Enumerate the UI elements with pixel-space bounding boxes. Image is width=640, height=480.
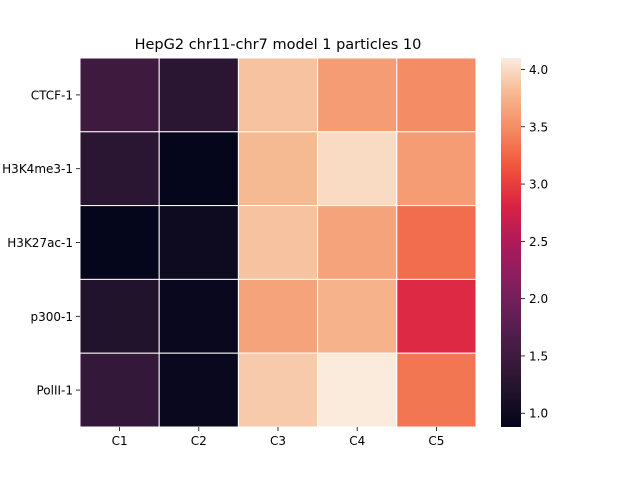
heatmap-cell bbox=[396, 57, 477, 133]
heatmap-cells bbox=[79, 57, 477, 428]
heatmap-cell bbox=[317, 57, 398, 133]
colorbar-tick-label: 4.0 bbox=[529, 63, 548, 77]
chart-title: HepG2 chr11-chr7 model 1 particles 10 bbox=[135, 37, 422, 53]
y-tick-label: PolII-1 bbox=[36, 384, 73, 398]
colorbar-tick-label: 1.0 bbox=[529, 407, 548, 421]
heatmap-cell bbox=[317, 278, 398, 354]
heatmap-cell bbox=[237, 278, 319, 354]
heatmap-cell bbox=[158, 131, 239, 207]
heatmap-cell bbox=[79, 131, 160, 207]
x-tick-label: C5 bbox=[428, 434, 444, 448]
heatmap-cell bbox=[158, 57, 239, 133]
heatmap-cell bbox=[317, 205, 398, 280]
x-tick-label: C3 bbox=[270, 434, 286, 448]
y-tick-label: H3K27ac-1 bbox=[7, 236, 73, 250]
y-tick-label: H3K4me3-1 bbox=[2, 162, 73, 176]
heatmap-cell bbox=[79, 278, 160, 354]
x-axis: C1 C2 C3 C4 C5 bbox=[112, 427, 444, 448]
heatmap-cell bbox=[237, 131, 319, 207]
x-tick-label: C4 bbox=[349, 434, 365, 448]
heatmap-cell bbox=[396, 352, 477, 428]
y-tick-label: p300-1 bbox=[31, 310, 74, 324]
heatmap-cell bbox=[79, 57, 160, 133]
heatmap-cell bbox=[396, 278, 477, 354]
heatmap-cell bbox=[317, 352, 398, 428]
x-tick-label: C1 bbox=[112, 434, 128, 448]
heatmap-cell bbox=[158, 278, 239, 354]
colorbar-gradient bbox=[501, 58, 521, 427]
heatmap-cell bbox=[237, 57, 319, 133]
y-tick-label: CTCF-1 bbox=[31, 88, 73, 102]
heatmap-cell bbox=[158, 205, 239, 280]
heatmap-cell bbox=[237, 352, 319, 428]
colorbar-tick-label: 3.5 bbox=[529, 120, 548, 134]
heatmap-cell bbox=[396, 131, 477, 207]
heatmap-cell bbox=[158, 352, 239, 428]
colorbar: 1.0 1.5 2.0 2.5 3.0 3.5 4.0 bbox=[501, 58, 548, 427]
heatmap-cell bbox=[317, 131, 398, 207]
colorbar-tick-label: 2.5 bbox=[529, 235, 548, 249]
heatmap-cell bbox=[396, 205, 477, 280]
x-tick-label: C2 bbox=[191, 434, 207, 448]
y-axis: CTCF-1 H3K4me3-1 H3K27ac-1 p300-1 PolII-1 bbox=[2, 88, 80, 398]
colorbar-tick-label: 2.0 bbox=[529, 292, 548, 306]
colorbar-tick-label: 1.5 bbox=[529, 349, 548, 363]
colorbar-tick-label: 3.0 bbox=[529, 178, 548, 192]
heatmap-cell bbox=[79, 352, 160, 428]
heatmap-cell bbox=[237, 205, 319, 280]
heatmap-cell bbox=[79, 205, 160, 280]
